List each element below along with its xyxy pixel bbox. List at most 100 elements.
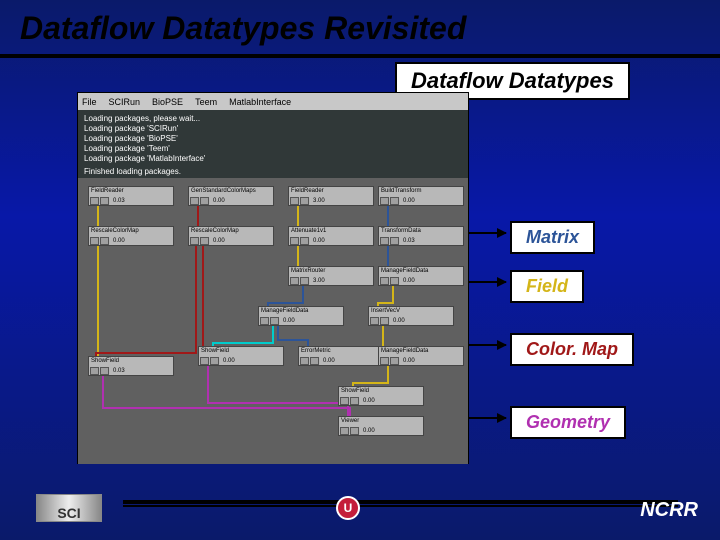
node-genstdcmap[interactable]: GenStandardColorMaps0.00 <box>188 186 274 206</box>
node-info-button[interactable] <box>100 197 109 205</box>
node-title: FieldReader <box>289 187 373 196</box>
footer-ncrr: NCRR <box>640 499 698 522</box>
node-value: 0.00 <box>313 238 325 244</box>
node-insertvec[interactable]: InsertVecV0.00 <box>368 306 454 326</box>
node-fieldreader[interactable]: FieldReader0.03 <box>88 186 174 206</box>
node-title: RescaleColorMap <box>189 227 273 236</box>
menubar: File SCIRun BioPSE Teem MatlabInterface <box>78 93 468 110</box>
node-ui-button[interactable] <box>300 357 309 365</box>
node-ui-button[interactable] <box>340 427 349 435</box>
node-ui-button[interactable] <box>290 277 299 285</box>
node-matrixrouter[interactable]: MatrixRouter 3.00 <box>288 266 374 286</box>
node-info-button[interactable] <box>350 427 359 435</box>
dataflow-canvas[interactable]: FieldReader0.03 GenStandardColorMaps0.00 F… <box>78 178 468 464</box>
node-ui-button[interactable] <box>200 357 209 365</box>
node-managefield[interactable]: ManageFieldData 0.00 <box>378 266 464 286</box>
callout-field: Field <box>510 270 584 303</box>
node-ui-button[interactable] <box>90 197 99 205</box>
node-info-button[interactable] <box>300 277 309 285</box>
menu-matlab[interactable]: MatlabInterface <box>229 97 291 107</box>
node-rescalecmap[interactable]: RescaleColorMap0.00 <box>88 226 174 246</box>
node-title: ManageFieldData <box>379 347 463 356</box>
node-title: ErrorMetric <box>299 347 383 356</box>
node-ui-button[interactable] <box>380 357 389 365</box>
node-info-button[interactable] <box>270 317 279 325</box>
node-ui-button[interactable] <box>380 237 389 245</box>
node-title: ManageFieldData <box>259 307 343 316</box>
node-ui-button[interactable] <box>190 197 199 205</box>
node-ui-button[interactable] <box>260 317 269 325</box>
node-info-button[interactable] <box>210 357 219 365</box>
node-ui-button[interactable] <box>290 197 299 205</box>
node-ui-button[interactable] <box>380 197 389 205</box>
node-ui-button[interactable] <box>370 317 379 325</box>
node-info-button[interactable] <box>390 277 399 285</box>
wire <box>353 366 388 386</box>
node-errormetric[interactable]: ErrorMetric 0.00 <box>298 346 384 366</box>
node-rescalecmap2[interactable]: RescaleColorMap 0.00 <box>188 226 274 246</box>
node-title: ManageFieldData <box>379 267 463 276</box>
log-line: Loading package 'MatlabInterface' <box>84 154 462 164</box>
node-ui-button[interactable] <box>290 237 299 245</box>
callout-matrix: Matrix <box>510 221 595 254</box>
node-value: 0.00 <box>223 358 235 364</box>
footer-line <box>123 500 678 504</box>
node-info-button[interactable] <box>300 197 309 205</box>
node-buildxform[interactable]: BuildTransform0.00 <box>378 186 464 206</box>
wire <box>378 286 393 306</box>
node-showfield3[interactable]: ShowField0.00 <box>338 386 424 406</box>
node-ui-button[interactable] <box>380 277 389 285</box>
node-value: 0.00 <box>213 238 225 244</box>
log-line: Loading packages, please wait... <box>84 114 462 124</box>
node-fieldreader2[interactable]: FieldReader 3.00 <box>288 186 374 206</box>
node-title: ShowField <box>339 387 423 396</box>
node-managefield2[interactable]: ManageFieldData0.00 <box>258 306 344 326</box>
log-line: Loading package 'Teem' <box>84 144 462 154</box>
node-value: 3.00 <box>313 198 325 204</box>
node-attenuate[interactable]: Attenuate1v1 0.00 <box>288 226 374 246</box>
slide-title: Dataflow Datatypes Revisited <box>20 10 466 47</box>
menu-file[interactable]: File <box>82 97 97 107</box>
node-managefield3[interactable]: ManageFieldData 0.00 <box>378 346 464 366</box>
node-value: 3.00 <box>313 278 325 284</box>
node-value: 0.00 <box>323 358 335 364</box>
node-value: 0.00 <box>403 198 415 204</box>
node-info-button[interactable] <box>310 357 319 365</box>
node-info-button[interactable] <box>200 197 209 205</box>
node-ui-button[interactable] <box>90 367 99 375</box>
node-title: ShowField <box>89 357 173 366</box>
node-info-button[interactable] <box>300 237 309 245</box>
log-line: Loading package 'SCIRun' <box>84 124 462 134</box>
node-value: 0.00 <box>113 238 125 244</box>
node-showfield[interactable]: ShowField 0.00 <box>198 346 284 366</box>
node-transformdata[interactable]: TransformData0.03 <box>378 226 464 246</box>
node-info-button[interactable] <box>100 237 109 245</box>
node-title: MatrixRouter <box>289 267 373 276</box>
node-info-button[interactable] <box>350 397 359 405</box>
menu-biopse[interactable]: BioPSE <box>152 97 183 107</box>
node-ui-button[interactable] <box>190 237 199 245</box>
node-showfield2[interactable]: ShowField0.03 <box>88 356 174 376</box>
node-info-button[interactable] <box>390 197 399 205</box>
wire <box>96 246 196 356</box>
node-title: Attenuate1v1 <box>289 227 373 236</box>
wire <box>103 376 350 416</box>
node-value: 0.00 <box>393 318 405 324</box>
node-viewer[interactable]: Viewer0.00 <box>338 416 424 436</box>
node-ui-button[interactable] <box>340 397 349 405</box>
node-info-button[interactable] <box>380 317 389 325</box>
node-title: Viewer <box>339 417 423 426</box>
node-title: ShowField <box>199 347 283 356</box>
menu-teem[interactable]: Teem <box>195 97 217 107</box>
node-ui-button[interactable] <box>90 237 99 245</box>
node-value: 0.00 <box>403 278 415 284</box>
menu-scirun[interactable]: SCIRun <box>109 97 141 107</box>
node-info-button[interactable] <box>200 237 209 245</box>
wire <box>268 286 303 306</box>
node-value: 0.00 <box>213 198 225 204</box>
node-info-button[interactable] <box>390 357 399 365</box>
node-info-button[interactable] <box>100 367 109 375</box>
node-value: 0.00 <box>403 358 415 364</box>
log-line: Loading package 'BioPSE' <box>84 134 462 144</box>
node-info-button[interactable] <box>390 237 399 245</box>
